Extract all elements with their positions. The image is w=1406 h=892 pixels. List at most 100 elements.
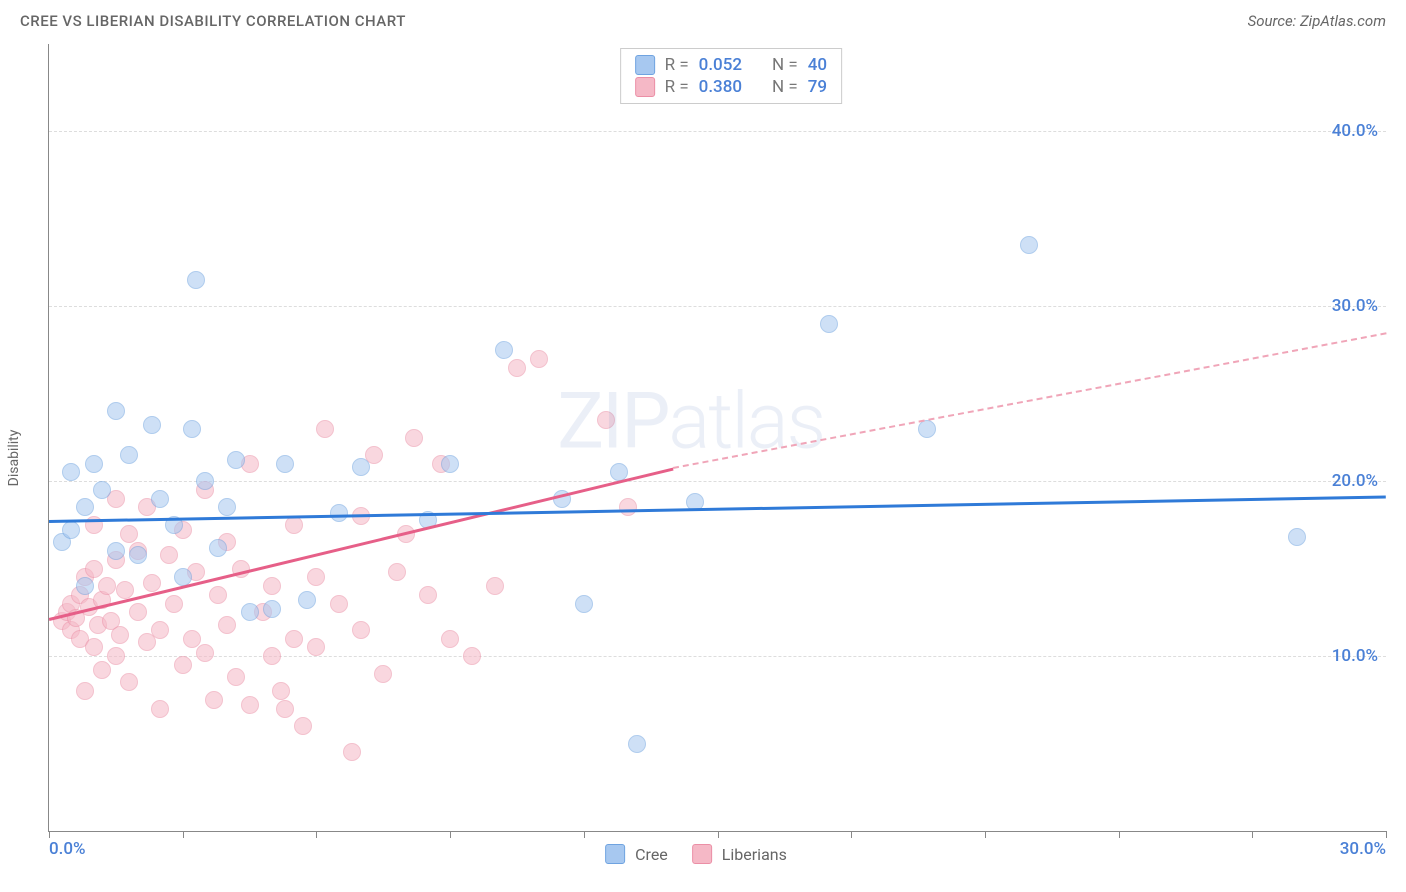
- scatter-point: [405, 429, 423, 447]
- scatter-point: [111, 626, 129, 644]
- x-tick: [851, 831, 852, 838]
- legend-stat-row: R =0.380N =79: [635, 76, 827, 98]
- grid-line: [49, 131, 1386, 132]
- scatter-point: [196, 472, 214, 490]
- legend-stats: R = 0.052 N = 40R = 0.380 N = 79: [620, 48, 842, 104]
- scatter-point: [129, 603, 147, 621]
- r-value: 0.052: [699, 55, 742, 75]
- scatter-point: [307, 638, 325, 656]
- x-tick: [1252, 831, 1253, 838]
- scatter-point: [120, 525, 138, 543]
- x-tick: [1119, 831, 1120, 838]
- scatter-point: [343, 743, 361, 761]
- x-tick: [316, 831, 317, 838]
- scatter-point: [307, 568, 325, 586]
- scatter-point: [76, 682, 94, 700]
- scatter-point: [76, 498, 94, 516]
- scatter-point: [597, 411, 615, 429]
- scatter-point: [218, 498, 236, 516]
- x-tick-label: 0.0%: [49, 839, 86, 859]
- n-value: 40: [808, 55, 827, 75]
- y-axis-label: Disability: [6, 430, 22, 487]
- scatter-point: [227, 668, 245, 686]
- scatter-point: [62, 521, 80, 539]
- r-label: R =: [665, 55, 689, 75]
- grid-line: [49, 306, 1386, 307]
- legend-stat-row: R = 0.052 N = 40: [635, 54, 827, 76]
- scatter-point: [205, 691, 223, 709]
- scatter-point: [107, 402, 125, 420]
- scatter-point: [120, 446, 138, 464]
- y-tick-label: 20.0%: [1332, 471, 1378, 491]
- scatter-point: [85, 560, 103, 578]
- scatter-point: [160, 546, 178, 564]
- scatter-point: [62, 463, 80, 481]
- scatter-point: [285, 630, 303, 648]
- legend-label: Cree: [635, 845, 668, 864]
- scatter-point: [298, 591, 316, 609]
- scatter-point: [441, 630, 459, 648]
- x-tick: [718, 831, 719, 838]
- scatter-point: [98, 577, 116, 595]
- scatter-point: [374, 665, 392, 683]
- x-tick: [450, 831, 451, 838]
- scatter-point: [272, 682, 290, 700]
- scatter-point: [419, 586, 437, 604]
- x-tick: [49, 831, 50, 838]
- n-label: N =: [772, 77, 798, 97]
- scatter-point: [209, 586, 227, 604]
- n-label: N =: [772, 55, 798, 75]
- header: CREE VS LIBERIAN DISABILITY CORRELATION …: [0, 0, 1406, 38]
- scatter-point: [183, 420, 201, 438]
- chart-title: CREE VS LIBERIAN DISABILITY CORRELATION …: [20, 12, 406, 30]
- source-label: Source: ZipAtlas.com: [1248, 12, 1386, 30]
- scatter-point: [151, 490, 169, 508]
- chart-area: Disability ZIPatlas R =0.052N =40R =0.38…: [20, 44, 1386, 872]
- scatter-point: [1020, 236, 1038, 254]
- x-tick: [183, 831, 184, 838]
- scatter-point: [151, 700, 169, 718]
- scatter-point: [107, 647, 125, 665]
- legend-swatch: [635, 55, 655, 75]
- scatter-point: [1288, 528, 1306, 546]
- legend-label: Liberians: [722, 845, 787, 864]
- scatter-point: [441, 455, 459, 473]
- scatter-point: [183, 630, 201, 648]
- scatter-point: [352, 458, 370, 476]
- scatter-point: [628, 735, 646, 753]
- legend-swatch: [692, 844, 712, 864]
- n-value: 79: [808, 77, 827, 97]
- scatter-point: [129, 546, 147, 564]
- scatter-point: [530, 350, 548, 368]
- trend-line: [49, 495, 1386, 522]
- x-tick: [584, 831, 585, 838]
- scatter-point: [263, 577, 281, 595]
- scatter-point: [330, 504, 348, 522]
- r-value: 0.380: [699, 77, 742, 97]
- scatter-point: [294, 717, 312, 735]
- scatter-point: [218, 616, 236, 634]
- x-tick: [1386, 831, 1387, 838]
- scatter-point: [352, 621, 370, 639]
- scatter-point: [174, 656, 192, 674]
- plot-region: ZIPatlas R =0.052N =40R =0.380N =79 10.0…: [48, 44, 1386, 832]
- scatter-point: [263, 647, 281, 665]
- trend-line-extrapolated: [673, 333, 1386, 470]
- y-tick-label: 40.0%: [1332, 121, 1378, 141]
- scatter-point: [93, 661, 111, 679]
- legend-swatch: [605, 844, 625, 864]
- scatter-point: [165, 595, 183, 613]
- y-tick-label: 10.0%: [1332, 646, 1378, 666]
- scatter-point: [486, 577, 504, 595]
- scatter-point: [508, 359, 526, 377]
- legend-swatch: [635, 77, 655, 97]
- scatter-point: [388, 563, 406, 581]
- grid-line: [49, 481, 1386, 482]
- grid-line: [49, 656, 1386, 657]
- scatter-point: [276, 455, 294, 473]
- scatter-point: [495, 341, 513, 359]
- scatter-point: [143, 416, 161, 434]
- scatter-point: [107, 542, 125, 560]
- scatter-point: [85, 455, 103, 473]
- scatter-point: [187, 271, 205, 289]
